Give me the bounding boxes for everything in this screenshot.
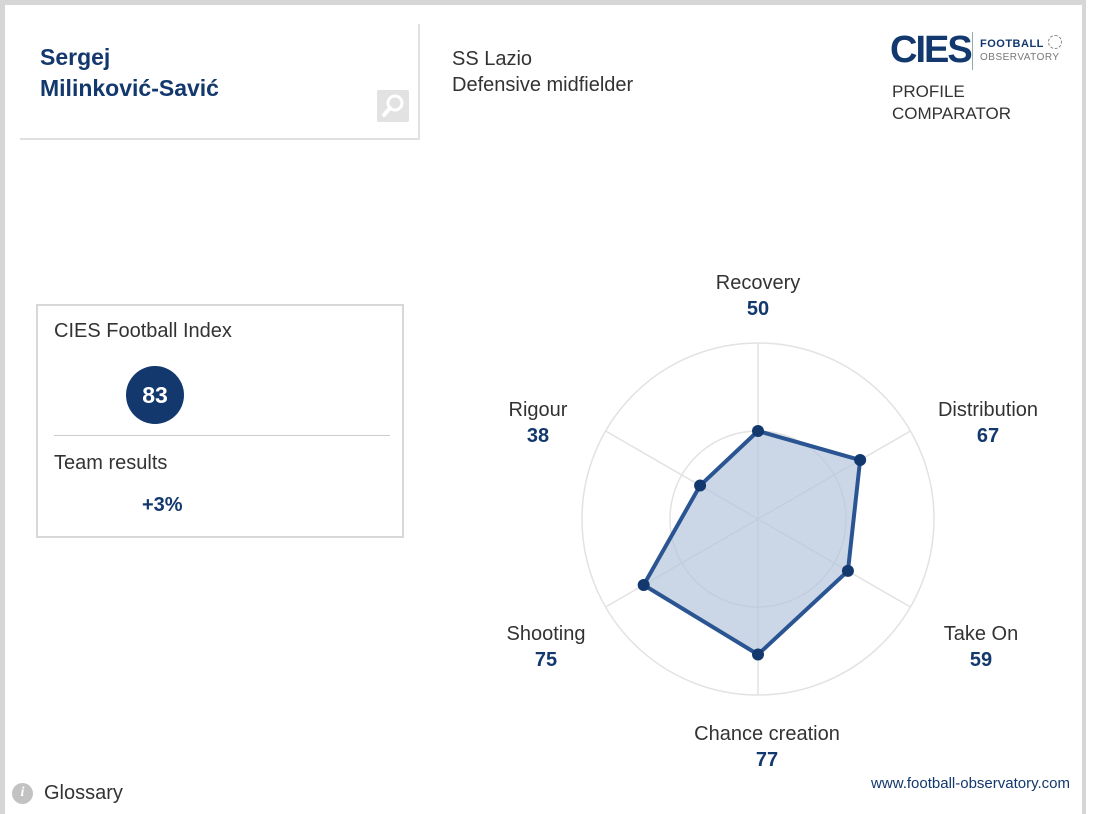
index-value-badge: 83 (126, 366, 184, 424)
player-position: Defensive midfielder (452, 74, 634, 96)
index-panel: CIES Football Index 83 Team results +3% (36, 304, 404, 538)
radar-point-4 (637, 579, 650, 591)
radar-point-5 (694, 479, 707, 492)
radar-point-2 (841, 564, 854, 577)
app-title: PROFILE COMPARATOR (892, 82, 1012, 123)
glossary-link[interactable]: i Glossary (12, 780, 123, 806)
radar-point-0 (752, 425, 764, 437)
website-link[interactable]: www.football-observatory.com (871, 775, 1070, 792)
radar-axis-label-0: Recovery (716, 272, 800, 294)
club-name: SS Lazio (452, 48, 533, 70)
radar-axis-value-1: 67 (977, 425, 999, 447)
divider (54, 435, 390, 436)
glossary-label: Glossary (44, 781, 123, 804)
radar-axis-value-4: 75 (535, 649, 557, 671)
radar-axis-value-5: 38 (527, 425, 549, 447)
football-icon (1048, 35, 1062, 49)
index-label: CIES Football Index (54, 320, 232, 342)
player-last-name: Milinković-Savić (40, 75, 219, 101)
radar-axis-label-2: Take On (944, 623, 1018, 645)
search-icon (382, 94, 404, 117)
radar-axis-value-2: 59 (970, 649, 992, 671)
player-name: Sergej Milinković-Savić (40, 42, 360, 104)
radar-axis-label-4: Shooting (507, 623, 586, 645)
radar-axis-value-0: 50 (747, 298, 769, 320)
info-icon: i (12, 782, 33, 804)
radar-area (641, 429, 863, 657)
team-results-label: Team results (54, 452, 168, 474)
radar-axis-value-3: 77 (756, 749, 778, 770)
search-button[interactable] (377, 90, 409, 122)
player-header: Sergej Milinković-Savić (20, 24, 420, 140)
player-first-name: Sergej (40, 44, 111, 70)
radar-axis-label-5: Rigour (509, 399, 568, 421)
cies-logo: CIES FOOTBALL OBSERVATORY (890, 26, 1070, 72)
radar-axis-label-3: Chance creation (694, 723, 840, 745)
radar-chart: Recovery 50 Distribution 67 Take On 59 Chance … (507, 272, 1039, 770)
team-results-value: +3% (142, 494, 183, 516)
radar-point-3 (752, 648, 764, 661)
club-info: SS Lazio Defensive midfielder (452, 46, 633, 98)
radar-axis-label-1: Distribution (938, 399, 1038, 421)
radar-point-1 (854, 454, 867, 467)
